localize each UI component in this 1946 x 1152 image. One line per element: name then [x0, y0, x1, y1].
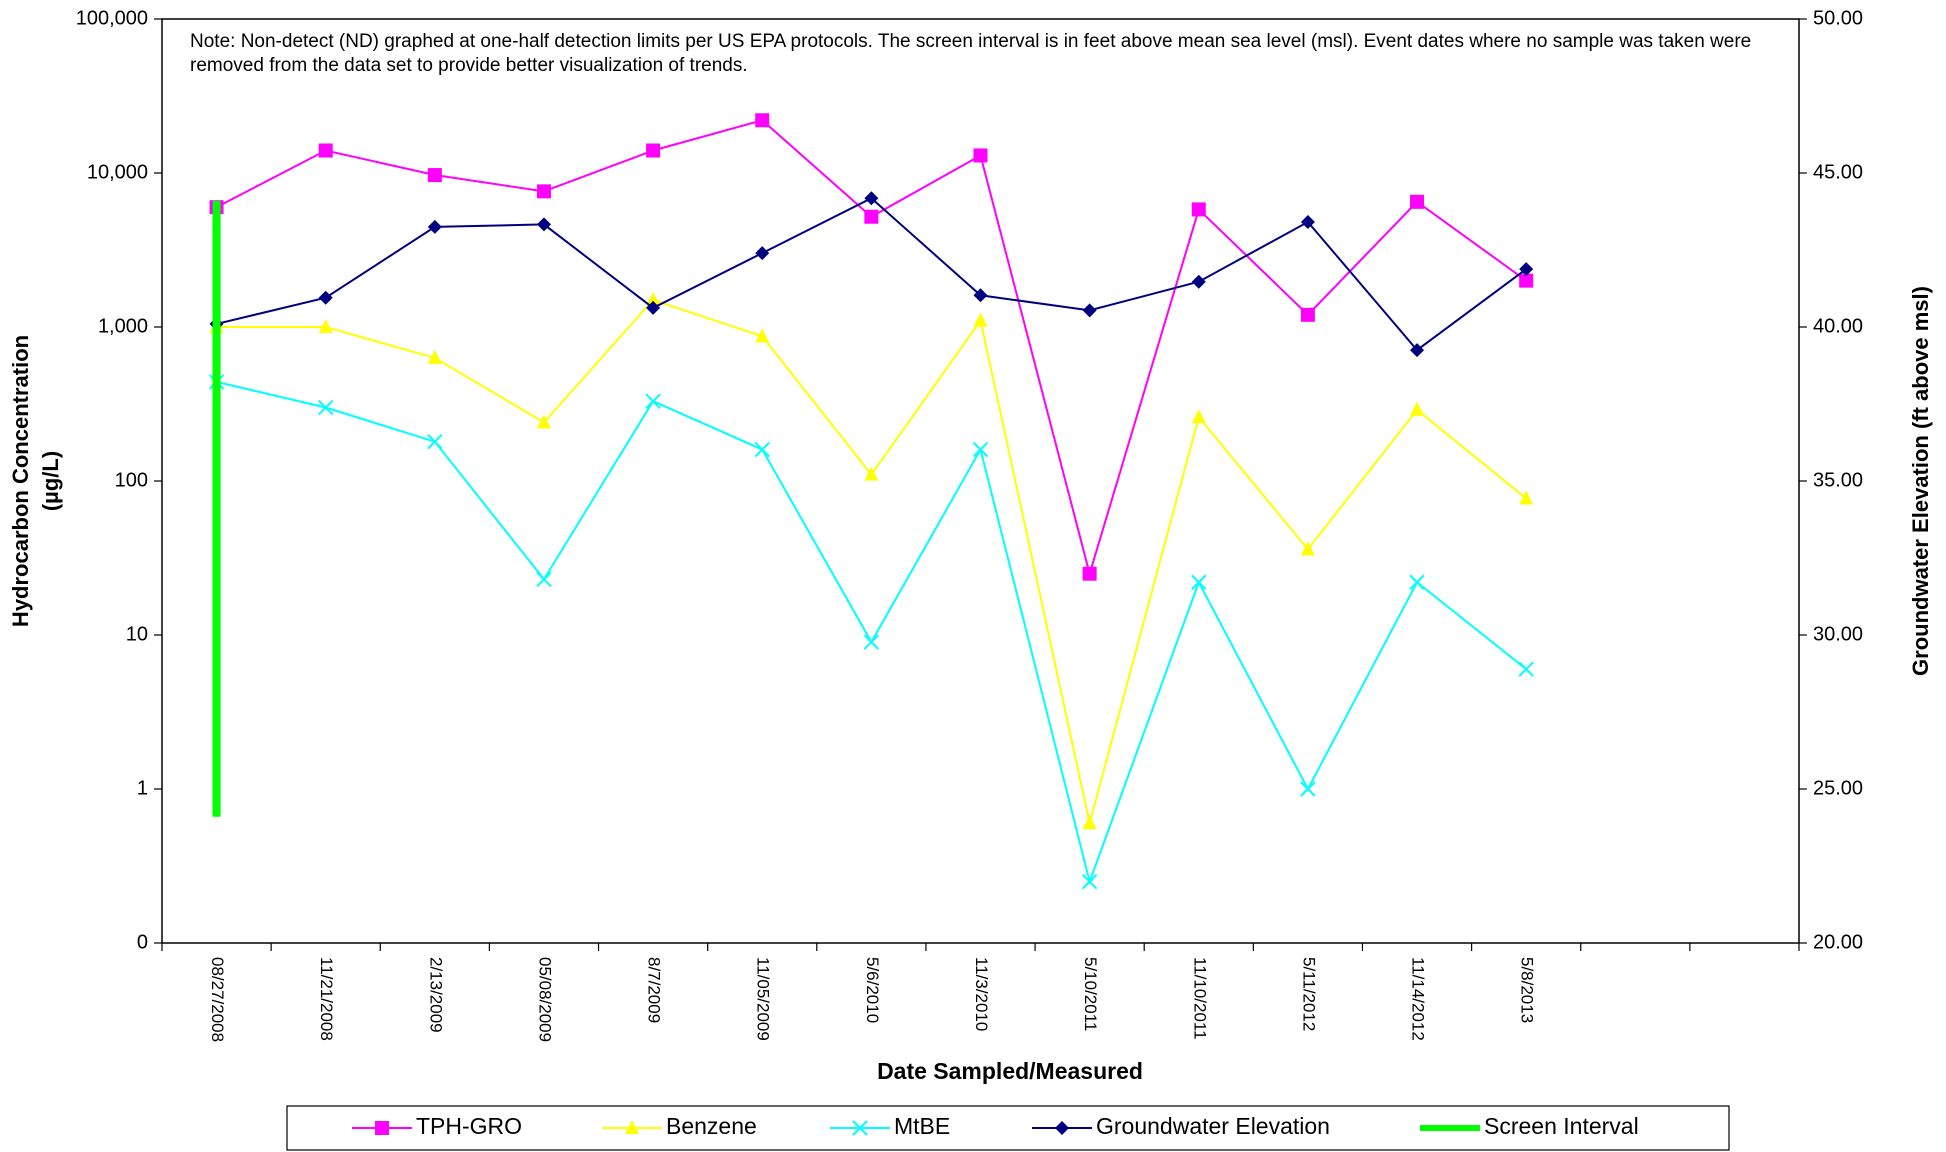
point: [1082, 815, 1097, 830]
point: [973, 312, 988, 327]
point: [427, 219, 442, 234]
y2-tick-label: 25.00: [1813, 777, 1863, 799]
y2-tick-label: 45.00: [1813, 161, 1863, 183]
y2-tick-label: 35.00: [1813, 469, 1863, 491]
point: [1410, 194, 1425, 209]
point: [852, 1120, 868, 1136]
x-tick-label: 5/11/2012: [1299, 957, 1318, 1031]
point: [427, 433, 443, 450]
y-tick-label: 0: [137, 931, 148, 953]
point: [1300, 214, 1315, 229]
point: [1055, 1121, 1069, 1135]
point: [1519, 273, 1534, 288]
point: [536, 184, 551, 199]
y2-axis-title: Groundwater Elevation (ft above msl): [1908, 286, 1933, 676]
point: [755, 246, 770, 261]
x-tick-label: 11/21/2008: [317, 957, 336, 1041]
point: [318, 290, 333, 305]
point: [1082, 566, 1097, 581]
y-tick-label: 10,000: [87, 161, 148, 183]
y-tick-label: 100: [115, 469, 148, 491]
point: [1410, 343, 1425, 358]
point: [646, 143, 661, 158]
x-tick-label: 5/8/2013: [1518, 957, 1537, 1023]
point: [973, 148, 988, 163]
point: [536, 217, 551, 232]
point: [427, 168, 442, 183]
point: [1519, 262, 1534, 277]
legend-label: TPH-GRO: [416, 1113, 522, 1139]
y-axis-title: Hydrocarbon Concentration (µg/L): [8, 335, 63, 627]
point: [1410, 401, 1425, 416]
y-axis-title-line: (µg/L): [38, 451, 63, 511]
legend-box: [286, 1105, 1730, 1151]
point: [646, 291, 661, 306]
legend-label: Benzene: [666, 1113, 757, 1139]
point: [755, 113, 770, 128]
point: [318, 319, 333, 333]
point: [863, 634, 880, 650]
point: [317, 399, 334, 416]
x-tick-label: 5/10/2011: [1081, 957, 1100, 1031]
point: [1191, 574, 1207, 590]
x-tick-label: 11/3/2010: [972, 957, 991, 1031]
point: [625, 1120, 639, 1134]
point: [1300, 541, 1315, 556]
x-tick-label: 5/6/2010: [863, 957, 882, 1023]
y-tick-label: 100,000: [76, 7, 148, 29]
point: [1519, 490, 1534, 505]
point: [645, 393, 661, 409]
x-tick-label: 05/08/2009: [535, 957, 554, 1042]
point: [1191, 274, 1206, 289]
point: [755, 328, 770, 343]
point: [1300, 307, 1315, 322]
legend-label: Groundwater Elevation: [1096, 1113, 1330, 1139]
x-tick-label: 8/7/2009: [645, 957, 664, 1023]
legend-marker: [1055, 1121, 1069, 1135]
point: [1191, 409, 1206, 424]
point: [864, 191, 879, 206]
point: [1081, 874, 1098, 890]
point: [375, 1121, 389, 1135]
x-tick-label: 11/05/2009: [754, 957, 773, 1041]
point: [536, 414, 551, 429]
x-tick-label: 11/10/2011: [1190, 957, 1209, 1040]
y-tick-label: 1: [137, 777, 148, 799]
x-tick-label: 11/14/2012: [1409, 957, 1428, 1041]
point: [864, 209, 879, 224]
point: [1191, 202, 1206, 217]
point: [318, 143, 333, 158]
y-tick-label: 1,000: [98, 315, 148, 337]
point: [972, 441, 989, 458]
y2-tick-label: 20.00: [1813, 931, 1863, 953]
y2-tick-label: 40.00: [1813, 315, 1863, 337]
point: [754, 441, 770, 458]
y-tick-label: 10: [126, 623, 148, 645]
point: [1082, 303, 1097, 318]
y-axis-title-line: Hydrocarbon Concentration: [8, 335, 33, 627]
point: [973, 288, 988, 303]
y2-tick-label: 50.00: [1813, 7, 1863, 29]
point: [646, 300, 661, 315]
x-axis-title: Date Sampled/Measured: [877, 1058, 1143, 1084]
chart-note: Note: Non-detect (ND) graphed at one-hal…: [190, 31, 1752, 76]
x-tick-label: 08/27/2008: [208, 957, 227, 1042]
legend-marker: [852, 1120, 868, 1136]
point: [864, 466, 879, 481]
point: [1300, 781, 1316, 797]
point: [1518, 661, 1534, 677]
legend-label: Screen Interval: [1484, 1113, 1639, 1139]
legend-label: MtBE: [894, 1113, 950, 1139]
y2-tick-label: 30.00: [1813, 623, 1863, 645]
point: [1409, 574, 1425, 590]
legend-marker: [375, 1121, 389, 1135]
x-tick-label: 2/13/2009: [426, 957, 445, 1033]
point: [536, 571, 552, 588]
legend-marker: [625, 1120, 639, 1134]
point: [427, 349, 442, 364]
